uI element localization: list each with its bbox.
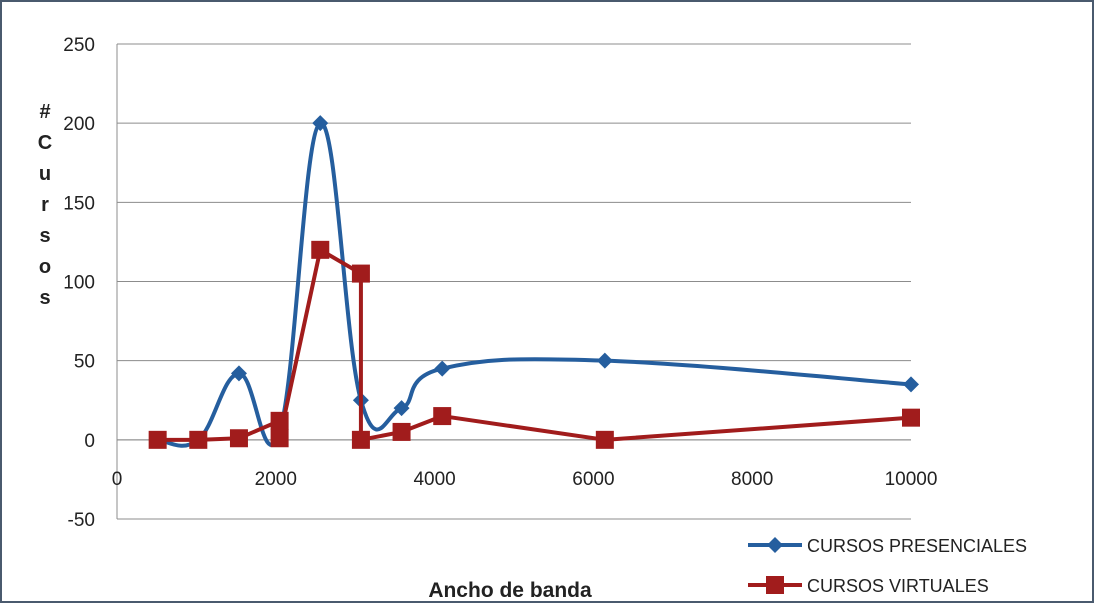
legend: CURSOS PRESENCIALES CURSOS VIRTUALES — [748, 536, 1027, 596]
y-axis-title-char: C — [38, 132, 52, 154]
y-axis-title-char: s — [39, 225, 50, 247]
data-point — [393, 400, 410, 417]
data-point — [903, 376, 919, 393]
y-tick-label: 150 — [63, 193, 95, 214]
x-tick-label: 10000 — [885, 469, 938, 490]
series-layer — [148, 115, 920, 449]
y-tick-label: 100 — [63, 273, 95, 294]
series-2 — [148, 240, 920, 449]
data-point — [229, 429, 248, 448]
data-point — [902, 408, 920, 427]
data-point — [392, 422, 411, 441]
data-point — [311, 240, 330, 259]
data-point — [351, 430, 370, 449]
y-tick-label: 250 — [63, 35, 95, 56]
legend-label: CURSOS PRESENCIALES — [807, 536, 1027, 556]
y-axis-title-char: s — [39, 287, 50, 309]
x-tick-label: 0 — [112, 469, 123, 490]
x-tick-label: 4000 — [413, 469, 455, 490]
data-point — [270, 429, 289, 448]
legend-marker — [766, 576, 784, 594]
legend-marker — [767, 537, 783, 553]
data-point — [189, 430, 208, 449]
data-point — [230, 365, 247, 382]
y-axis-title-char: o — [39, 256, 51, 278]
data-point — [312, 115, 329, 132]
y-axis-title-char: r — [41, 194, 49, 216]
y-tick-label: 50 — [74, 352, 95, 373]
y-tick-labels: -50 0 50 100 150 200 250 — [63, 35, 95, 531]
data-point — [596, 352, 613, 369]
x-tick-labels: 0 2000 4000 6000 8000 10000 — [112, 469, 938, 490]
data-point — [434, 360, 451, 377]
x-tick-label: 2000 — [255, 469, 297, 490]
data-point — [351, 264, 370, 283]
data-point — [148, 430, 167, 449]
x-tick-label: 6000 — [572, 469, 614, 490]
y-tick-label: -50 — [68, 510, 95, 531]
y-tick-label: 0 — [84, 431, 95, 452]
gridlines — [117, 43, 911, 520]
data-point — [595, 430, 614, 449]
x-axis-title: Ancho de banda — [428, 579, 592, 602]
data-point — [270, 411, 289, 430]
series-line — [157, 247, 912, 442]
x-tick-label: 8000 — [731, 469, 773, 490]
legend-label: CURSOS VIRTUALES — [807, 576, 989, 596]
y-axis-title-char: # — [39, 101, 50, 123]
y-axis-title-char: u — [39, 163, 51, 185]
y-tick-label: 200 — [63, 114, 95, 135]
series-line — [157, 121, 912, 448]
data-point — [433, 407, 452, 426]
axes — [116, 44, 911, 519]
